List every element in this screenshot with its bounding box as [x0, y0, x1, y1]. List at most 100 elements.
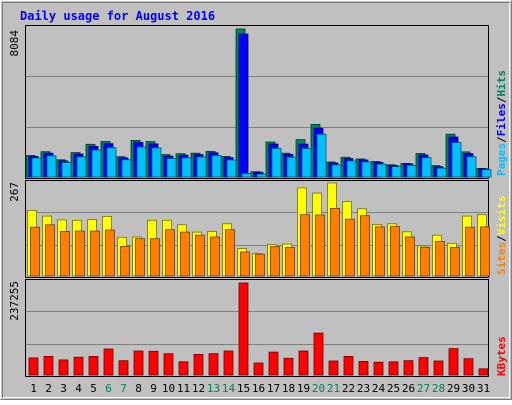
kbytes-bar-day-2 — [43, 355, 54, 376]
sites-bar-day-31 — [480, 226, 490, 277]
x-tick-label: 25 — [387, 382, 400, 395]
x-axis-labels: 1 2 3 4 5 6 7 8 9 10 11 12 13 14 15 16 17 18 19 20 21 22 23 24 2… — [30, 382, 490, 395]
pages-bar-day-1 — [31, 157, 42, 178]
x-tick-label: 3 — [60, 382, 67, 395]
x-tick-label: 5 — [90, 382, 97, 395]
sites-bar-day-25 — [390, 226, 400, 277]
sites-bar-day-1 — [30, 226, 40, 277]
sites-bar-day-14 — [225, 229, 235, 277]
x-tick-label: 15 — [237, 382, 250, 395]
pages-bar-day-18 — [286, 156, 297, 178]
kbytes-bar-day-14 — [223, 350, 234, 376]
x-tick-label: 26 — [402, 382, 415, 395]
x-tick-label: 4 — [75, 382, 82, 395]
sites-bar-day-6 — [105, 229, 115, 277]
x-tick-label: 29 — [447, 382, 460, 395]
pages-bar-day-19 — [301, 147, 312, 178]
visits-sites-panel: 267 Sites/Visits — [8, 180, 508, 278]
x-tick-label: 19 — [297, 382, 310, 395]
sites-bar-day-24 — [375, 226, 385, 277]
kbytes-bars — [28, 282, 489, 376]
pages-bar-day-26 — [406, 164, 417, 178]
hits-files-pages-bars — [25, 28, 492, 178]
x-tick-label: 28 — [432, 382, 445, 395]
x-tick-label: 17 — [267, 382, 280, 395]
pages-bar-day-28 — [436, 167, 447, 178]
pages-bar-day-27 — [421, 157, 432, 178]
sites-bar-day-17 — [270, 246, 280, 277]
kbytes-bar-day-15 — [238, 282, 249, 376]
pages-bar-day-20 — [316, 133, 327, 178]
pages-bar-day-10 — [166, 158, 177, 178]
sites-bar-day-2 — [45, 224, 55, 277]
pages-bar-day-12 — [196, 156, 207, 178]
kbytes-bar-day-1 — [28, 357, 39, 376]
kbytes-bar-day-20 — [313, 332, 324, 376]
legend-files: Files — [495, 103, 508, 136]
sites-bar-day-27 — [420, 246, 430, 277]
kbytes-bar-day-24 — [373, 361, 384, 376]
legend-hits: Hits — [495, 70, 508, 97]
kbytes-bar-day-29 — [448, 348, 459, 376]
sites-bar-day-7 — [120, 245, 130, 277]
hits-max-label: 8084 — [8, 30, 21, 57]
x-tick-label: 21 — [327, 382, 340, 395]
pages-bar-day-29 — [451, 142, 462, 178]
legend-separator: / — [495, 96, 508, 103]
kbytes-bar-day-22 — [343, 355, 354, 376]
sites-bar-day-11 — [180, 231, 190, 277]
sites-bar-day-10 — [165, 229, 175, 277]
kbytes-bar-day-13 — [208, 353, 219, 376]
pages-bar-day-9 — [151, 147, 162, 178]
kbytes-bar-day-16 — [253, 362, 264, 376]
visits-side-label: Sites/Visits — [495, 196, 508, 276]
kbytes-bar-day-12 — [193, 353, 204, 376]
x-tick-label: 23 — [357, 382, 370, 395]
kbytes-bar-day-7 — [118, 360, 129, 376]
x-tick-label: 8 — [135, 382, 142, 395]
sites-bar-day-4 — [75, 230, 85, 277]
visits-max-label: 267 — [8, 182, 21, 202]
sites-bar-day-16 — [255, 253, 265, 277]
sites-bar-day-28 — [435, 241, 445, 277]
x-tick-label: 2 — [45, 382, 52, 395]
x-tick-label: 13 — [207, 382, 220, 395]
pages-bar-day-14 — [226, 159, 237, 178]
legend-visits: Visits — [495, 196, 508, 236]
pages-bar-day-7 — [121, 159, 132, 178]
sites-bar-day-12 — [195, 234, 205, 277]
kbytes-bar-day-5 — [88, 355, 99, 376]
hits-side-label: Pages/Files/Hits — [495, 70, 508, 176]
kbytes-panel: 237255 KBytes — [8, 279, 508, 377]
kbytes-bar-day-28 — [433, 360, 444, 376]
panel-frame — [25, 279, 489, 377]
pages-bar-day-4 — [76, 156, 87, 178]
x-tick-label: 30 — [462, 382, 475, 395]
sites-bar-day-15 — [240, 251, 250, 277]
chart-title: Daily usage for August 2016 — [20, 9, 215, 23]
sites-bar-day-29 — [450, 246, 460, 277]
kbytes-bar-day-21 — [328, 360, 339, 376]
kbytes-bar-day-30 — [463, 358, 474, 376]
kbytes-bar-day-19 — [298, 350, 309, 376]
panel-frame — [25, 25, 489, 179]
sites-bar-day-8 — [135, 238, 145, 277]
x-tick-label: 14 — [222, 382, 236, 395]
pages-bar-day-23 — [361, 161, 372, 178]
sites-bar-day-9 — [150, 238, 160, 277]
kbytes-max-label: 237255 — [8, 281, 21, 321]
sites-bar-day-5 — [90, 230, 100, 277]
kbytes-bar-day-23 — [358, 360, 369, 376]
legend-separator: / — [495, 235, 508, 242]
pages-bar-day-13 — [211, 155, 222, 178]
legend-kbytes: KBytes — [495, 336, 508, 376]
files-bar-day-15 — [238, 33, 249, 178]
kbytes-bar-day-18 — [283, 357, 294, 376]
pages-bar-day-15 — [241, 173, 252, 178]
x-tick-label: 11 — [177, 382, 190, 395]
x-tick-label: 24 — [372, 382, 386, 395]
sites-bar-day-26 — [405, 236, 415, 277]
kbytes-bar-day-3 — [58, 359, 69, 376]
kbytes-bar-day-11 — [178, 361, 189, 376]
